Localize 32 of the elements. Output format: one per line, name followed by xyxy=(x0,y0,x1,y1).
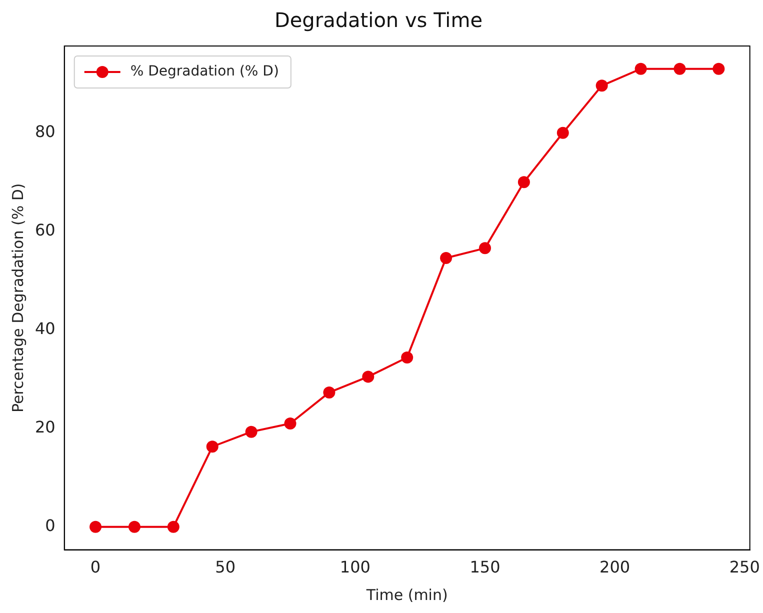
point xyxy=(284,417,296,430)
point xyxy=(596,80,608,92)
x-tick-label: 100 xyxy=(340,558,370,577)
point xyxy=(478,242,491,254)
y-tick-label: 0 xyxy=(45,516,56,536)
point xyxy=(167,520,180,533)
point xyxy=(556,126,569,139)
point xyxy=(323,386,336,398)
x-axis-title: Time (min) xyxy=(365,586,448,604)
x-tick-label: 150 xyxy=(470,558,500,577)
point xyxy=(401,351,414,364)
y-tick-label: 20 xyxy=(35,418,56,437)
point xyxy=(712,62,725,75)
x-tick-label: 0 xyxy=(90,558,101,577)
x-tick-label: 200 xyxy=(600,558,630,577)
chart-title: Degradation vs Time xyxy=(274,8,483,32)
y-tick-label: 40 xyxy=(35,319,56,338)
y-tick-label: 80 xyxy=(35,122,56,142)
point xyxy=(128,520,140,533)
point xyxy=(245,426,258,438)
x-tick-label: 50 xyxy=(215,558,236,577)
x-tick-label: 250 xyxy=(729,558,760,577)
point xyxy=(362,370,374,383)
point xyxy=(518,176,530,188)
y-tick-label: 60 xyxy=(35,220,56,240)
legend-label: % Degradation (% D) xyxy=(130,64,279,80)
point xyxy=(206,440,218,453)
point xyxy=(634,62,647,75)
y-axis-title: Percentage Degradation (% D) xyxy=(8,183,27,413)
point xyxy=(90,520,102,533)
point xyxy=(674,62,686,75)
point xyxy=(440,252,452,264)
